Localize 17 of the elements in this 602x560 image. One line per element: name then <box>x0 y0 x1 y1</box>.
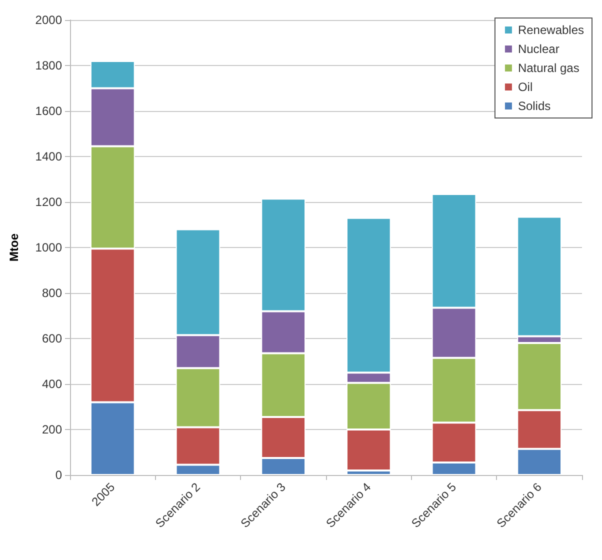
legend-label: Nuclear <box>518 42 560 56</box>
y-tick-label: 1800 <box>35 58 62 72</box>
y-tick-label: 1400 <box>35 150 62 164</box>
y-axis-title: Mtoe <box>7 233 21 262</box>
y-tick-label: 600 <box>42 332 62 346</box>
legend-label: Oil <box>518 80 533 94</box>
y-tick-label: 200 <box>42 422 62 436</box>
legend-label: Solids <box>518 99 551 113</box>
y-tick-label: 1200 <box>35 195 62 209</box>
legend-label: Renewables <box>518 23 584 37</box>
y-tick-label: 1600 <box>35 104 62 118</box>
legend-label: Natural gas <box>518 61 580 75</box>
y-tick-label: 1000 <box>35 240 62 254</box>
y-tick-label: 2000 <box>35 13 62 27</box>
y-tick-label: 800 <box>42 286 62 300</box>
y-tick-label: 400 <box>42 377 62 391</box>
y-tick-label: 0 <box>55 468 62 482</box>
